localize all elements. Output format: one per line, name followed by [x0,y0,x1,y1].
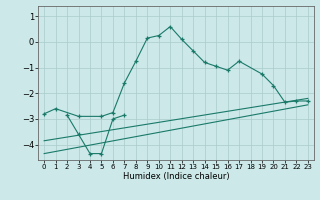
X-axis label: Humidex (Indice chaleur): Humidex (Indice chaleur) [123,172,229,181]
